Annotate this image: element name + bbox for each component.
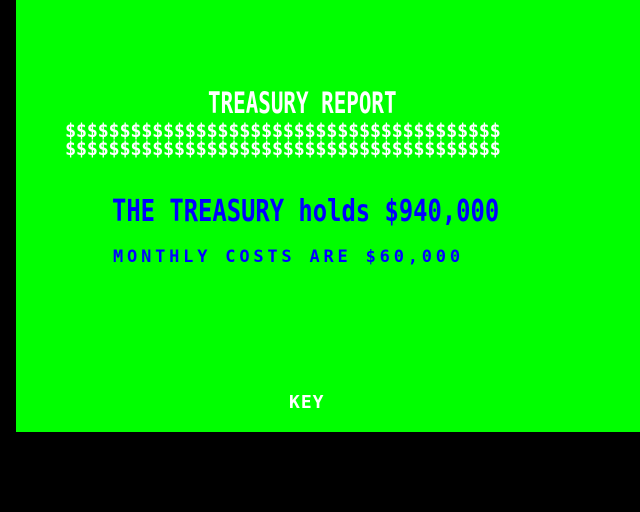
dollar-sign-divider-bottom: $$$$$$$$$$$$$$$$$$$$$$$$$$$$$$$$$$$$$$$$ [65,139,501,160]
report-title: TREASURY REPORT [208,86,397,120]
game-screen: TREASURY REPORT $$$$$$$$$$$$$$$$$$$$$$$$… [16,0,640,432]
treasury-holdings-text: THE TREASURY holds $940,000 [112,194,500,229]
press-key-prompt[interactable]: KEY [289,392,325,413]
monthly-costs-text: MONTHLY COSTS ARE $60,000 [113,247,464,267]
dollar-sign-divider-top: $$$$$$$$$$$$$$$$$$$$$$$$$$$$$$$$$$$$$$$$ [65,121,501,142]
